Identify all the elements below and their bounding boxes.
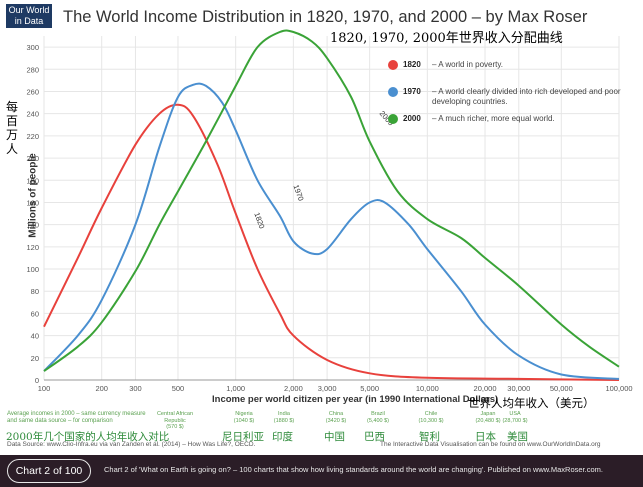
x-tick-label: 500 [172, 384, 185, 393]
legend-year: 2000 [403, 114, 421, 123]
country-name: China [328, 411, 344, 417]
legend-dot-2000 [388, 114, 398, 124]
legend-item-1970: 1970 – A world clearly divided into rich… [388, 87, 638, 107]
x-tick-label: 200 [95, 384, 108, 393]
y-tick-label: 220 [26, 132, 39, 141]
country-name: Japan [480, 411, 496, 417]
country-name: Brazil [371, 411, 385, 417]
country-income: (10,300 $) [418, 417, 444, 424]
chart-number-badge[interactable]: Chart 2 of 100 [7, 459, 91, 483]
country-name: USA [509, 411, 521, 417]
y-tick-label: 280 [26, 65, 39, 74]
y-tick-label: 180 [26, 176, 39, 185]
footer-text: Chart 2 of 'What on Earth is going on? –… [104, 465, 603, 474]
country-chile: Chile (10,300 $) [409, 411, 453, 424]
series-line-1970 [43, 82, 620, 380]
country-income: (5,400 $) [366, 417, 389, 424]
country-income: (1040 $) [233, 417, 255, 424]
x-tick-label: 100,000 [605, 384, 632, 393]
our-world-in-data-logo[interactable]: Our World in Data [6, 4, 52, 28]
legend-text: – A world in poverty. [432, 60, 503, 69]
y-tick-label: 300 [26, 43, 39, 52]
country-income: (570 $) [166, 424, 184, 430]
legend-item-1820: 1820 – A world in poverty. [388, 60, 638, 80]
legend-year: 1820 [403, 60, 421, 69]
x-tick-label: 2,000 [284, 384, 303, 393]
y-tick-label: 140 [26, 221, 39, 230]
y-tick-label: 100 [26, 265, 39, 274]
y-tick-label: 20 [31, 354, 39, 363]
y-tick-label: 260 [26, 87, 39, 96]
x-tick-label: 30,000 [507, 384, 530, 393]
country-name: Chile [424, 411, 438, 417]
x-tick-label: 10,000 [416, 384, 439, 393]
legend-dot-1820 [388, 60, 398, 70]
legend-item-2000: 2000 – A much richer, more equal world. [388, 114, 638, 134]
y-tick-label: 240 [26, 110, 39, 119]
country-income: (1880 $) [273, 417, 295, 424]
x-tick-label: 20,000 [474, 384, 497, 393]
legend-dot-1970 [388, 87, 398, 97]
x-tick-label: 100 [38, 384, 51, 393]
country-name: Nigeria [235, 411, 253, 417]
x-tick-label: 1,000 [226, 384, 245, 393]
country-cn-brazil: 巴西 [364, 431, 385, 443]
y-tick-label: 120 [26, 243, 39, 252]
country-income: (3420 $) [325, 417, 347, 424]
footer-bar: Chart 2 of 100 Chart 2 of 'What on Earth… [0, 455, 643, 487]
country-cn-india: 印度 [272, 431, 293, 443]
country-india: India (1880 $) [262, 411, 306, 424]
legend-year: 1970 [403, 87, 421, 96]
country-name: Central African Republic [156, 411, 194, 424]
country-cn-chile: 智利 [419, 431, 440, 443]
country-income: (20,480 $) [475, 417, 501, 424]
country-cn-china: 中国 [324, 431, 345, 443]
chart-title: The World Income Distribution in 1820, 1… [63, 8, 588, 26]
country-japan: Japan (20,480 $) [466, 411, 510, 424]
y-axis-label-chinese: 每百万人 [5, 100, 18, 156]
x-axis-label: Income per world citizen per year (in 19… [212, 394, 499, 405]
country-nigeria: Nigeria (1040 $) [222, 411, 266, 424]
country-brazil: Brazil (5,400 $) [356, 411, 400, 424]
interactive-link-note[interactable]: The Interactive Data Visualisation can b… [380, 441, 601, 448]
chart-title-chinese: 1820, 1970, 2000年世界收入分配曲线 [330, 31, 563, 46]
comparison-note-chinese: 2000年几个国家的人均年收入对比 [6, 431, 170, 443]
country-name: India [278, 411, 290, 417]
y-axis-label: Millions of people [27, 153, 39, 238]
x-tick-label: 50,000 [550, 384, 573, 393]
country-china: China (3420 $) [314, 411, 358, 424]
y-tick-label: 200 [26, 154, 39, 163]
x-tick-label: 300 [129, 384, 142, 393]
country-usa: USA (28,700 $) [493, 411, 537, 424]
y-tick-label: 80 [31, 287, 39, 296]
x-tick-label: 5,000 [360, 384, 379, 393]
country-cn-nigeria: 尼日利亚 [222, 431, 264, 443]
series-line-2000 [43, 29, 620, 372]
x-axis-label-chinese: 世界人均年收入（美元） [468, 396, 595, 410]
legend-text: – A world clearly divided into rich deve… [432, 87, 621, 106]
legend-text: – A much richer, more equal world. [432, 114, 555, 123]
country-cn-usa: 美国 [507, 431, 528, 443]
legend: 1820 – A world in poverty. 1970 – A worl… [388, 60, 638, 141]
country-central-african-republic: Central African Republic (570 $) [153, 411, 197, 431]
comparison-note: Average incomes in 2000 – same currency … [7, 411, 146, 424]
country-income: (28,700 $) [502, 417, 528, 424]
series-line-1820 [43, 103, 620, 381]
series-label-1820: 1820 [252, 211, 266, 230]
data-source: Data Source: www.Clio-Infra.eu via van Z… [7, 441, 256, 448]
x-tick-label: 3,000 [318, 384, 337, 393]
y-tick-label: 40 [31, 332, 39, 341]
y-tick-label: 0 [35, 376, 39, 385]
country-cn-japan: 日本 [475, 431, 496, 443]
y-tick-label: 60 [31, 309, 39, 318]
y-tick-label: 160 [26, 198, 39, 207]
